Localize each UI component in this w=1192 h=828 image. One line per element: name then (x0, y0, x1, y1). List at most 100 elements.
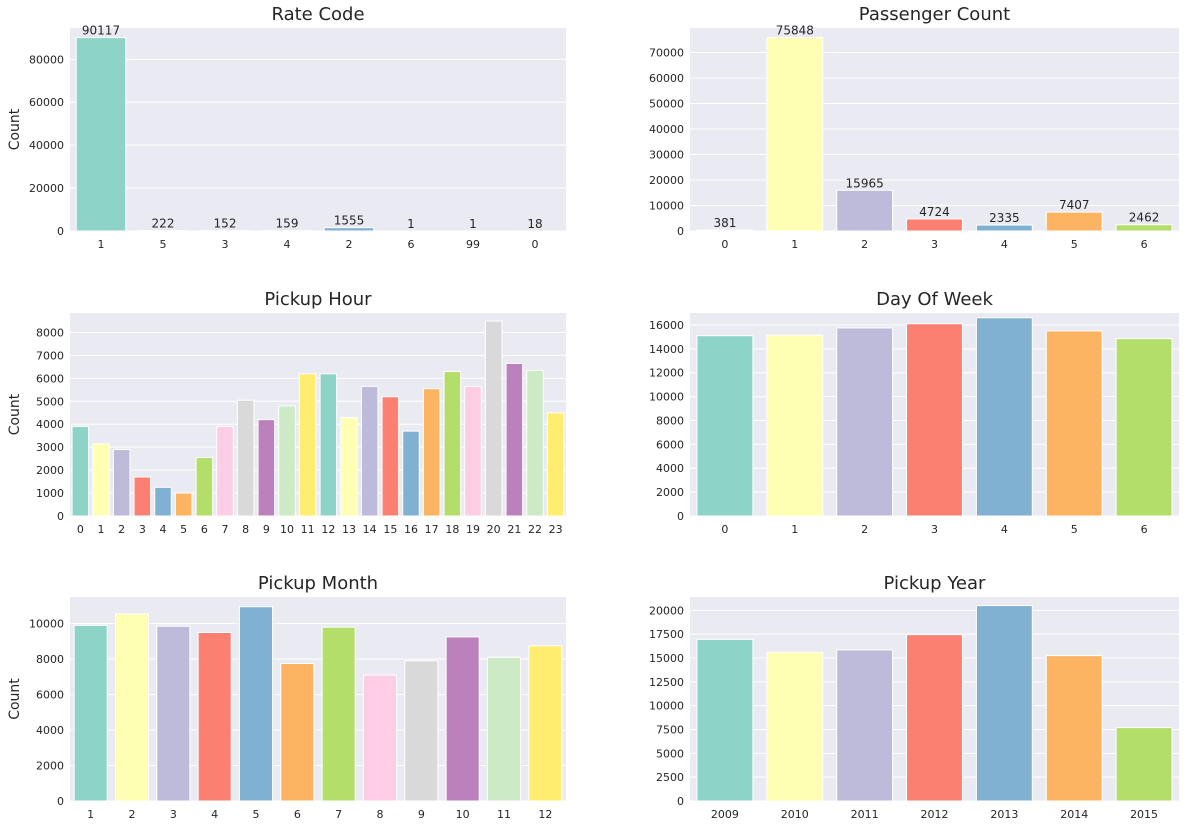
pickup-hour-bar (422, 388, 441, 517)
passenger-count-bar (975, 224, 1033, 232)
rate-code-ytick-label: 0 (57, 225, 64, 238)
chart-passenger-count: 0 10000 20000 30000 40000 50000 60000 70000 0 381… (649, 4, 1179, 251)
rate-code-title: Rate Code (271, 4, 364, 25)
pickup-month-bar (197, 631, 232, 802)
pickup-hour-xtick-label: 0 (77, 523, 84, 536)
pickup-hour-bar (278, 405, 296, 517)
pickup-hour-ylabel: Count (7, 393, 23, 435)
pickup-hour-bar (464, 385, 482, 517)
day-of-week-ytick-label: 2000 (656, 486, 684, 499)
pickup-month-ytick-label: 4000 (36, 724, 64, 737)
day-of-week-ytick-label: 16000 (649, 319, 684, 332)
rate-code-ytick-label: 40000 (29, 139, 64, 152)
pickup-month-bar (238, 606, 274, 802)
pickup-hour-bar (505, 362, 524, 517)
rate-code-data-label: 1 (407, 217, 415, 231)
pickup-hour-bar (236, 399, 255, 517)
day-of-week-bar (1115, 338, 1173, 517)
rate-code-data-label: 159 (276, 217, 299, 231)
day-of-week-xtick-label: 2 (861, 523, 868, 536)
pickup-year-ytick-label: 2500 (656, 771, 684, 784)
pickup-month-ytick-label: 0 (57, 795, 64, 808)
passenger-count-xtick-label: 4 (1001, 238, 1008, 251)
rate-code-xtick-label: 6 (408, 238, 415, 251)
pickup-month-bar (73, 624, 108, 802)
pickup-year-xtick-label: 2014 (1060, 808, 1088, 821)
pickup-hour-bar (112, 448, 131, 517)
day-of-week-xtick-label: 5 (1071, 523, 1078, 536)
pickup-hour-xtick-label: 12 (321, 523, 335, 536)
pickup-month-bar (445, 636, 480, 802)
chart-day-of-week: 0 2000 4000 6000 8000 10000 12000 14000 16000 0 1 2… (649, 289, 1179, 536)
passenger-count-bar (696, 229, 754, 232)
pickup-year-ytick-label: 17500 (649, 628, 684, 641)
pickup-month-bar (321, 626, 356, 802)
pickup-month-bar (486, 656, 522, 802)
pickup-hour-xtick-label: 9 (263, 523, 270, 536)
pickup-year-ytick-label: 10000 (649, 700, 684, 713)
passenger-count-data-label: 7407 (1059, 198, 1090, 212)
rate-code-ytick-label: 80000 (29, 53, 64, 66)
day-of-week-bar (696, 335, 754, 517)
passenger-count-data-label: 4724 (919, 205, 950, 219)
pickup-month-bar (156, 625, 191, 802)
pickup-month-xtick-label: 7 (335, 808, 342, 821)
pickup-year-bar (1115, 727, 1173, 802)
pickup-month-xtick-label: 1 (87, 808, 94, 821)
pickup-hour-xtick-label: 4 (160, 523, 167, 536)
rate-code-plot-area (70, 28, 566, 231)
pickup-hour-title: Pickup Hour (264, 289, 372, 310)
passenger-count-xtick-label: 6 (1141, 238, 1148, 251)
rate-code-xtick-label: 2 (346, 238, 353, 251)
pickup-month-xtick-label: 10 (456, 808, 470, 821)
pickup-year-xtick-label: 2015 (1130, 808, 1158, 821)
pickup-hour-ytick-label: 1000 (36, 487, 64, 500)
day-of-week-xtick-label: 6 (1141, 523, 1148, 536)
pickup-month-ytick-label: 6000 (36, 689, 64, 702)
pickup-year-ytick-label: 0 (677, 795, 684, 808)
day-of-week-bar (906, 323, 963, 517)
pickup-month-xtick-label: 6 (294, 808, 301, 821)
pickup-year-xtick-label: 2009 (711, 808, 739, 821)
pickup-year-bar (975, 605, 1033, 802)
pickup-month-xtick-label: 3 (170, 808, 177, 821)
passenger-count-ytick-label: 30000 (649, 148, 684, 161)
pickup-hour-xtick-label: 15 (383, 523, 397, 536)
day-of-week-ytick-label: 4000 (656, 462, 684, 475)
pickup-year-ytick-label: 5000 (656, 747, 684, 760)
rate-code-bar (323, 227, 375, 232)
pickup-hour-xtick-label: 11 (301, 523, 315, 536)
pickup-hour-bar (92, 443, 110, 517)
passenger-count-ytick-label: 40000 (649, 123, 684, 136)
pickup-hour-bar (484, 320, 503, 517)
pickup-hour-xtick-label: 20 (487, 523, 501, 536)
day-of-week-ytick-label: 14000 (649, 343, 684, 356)
day-of-week-bar (836, 327, 894, 517)
passenger-count-data-label: 2462 (1129, 211, 1160, 225)
passenger-count-xtick-label: 2 (861, 238, 868, 251)
pickup-month-ylabel: Count (7, 678, 23, 720)
pickup-month-bar (528, 645, 563, 802)
pickup-hour-ytick-label: 6000 (36, 372, 64, 385)
passenger-count-ytick-label: 50000 (649, 97, 684, 110)
rate-code-xtick-label: 3 (222, 238, 229, 251)
pickup-hour-bar (174, 492, 193, 517)
passenger-count-title: Passenger Count (859, 4, 1010, 25)
pickup-hour-bar (195, 457, 214, 517)
pickup-year-bar (836, 649, 894, 802)
pickup-hour-xtick-label: 7 (222, 523, 229, 536)
pickup-hour-xtick-label: 2 (118, 523, 125, 536)
pickup-hour-xtick-label: 10 (280, 523, 294, 536)
pickup-hour-bar (526, 369, 544, 517)
passenger-count-xtick-label: 3 (931, 238, 938, 251)
pickup-month-xtick-label: 2 (129, 808, 136, 821)
pickup-month-xtick-label: 5 (253, 808, 260, 821)
day-of-week-bar (1045, 330, 1103, 517)
pickup-year-ytick-label: 7500 (656, 724, 684, 737)
pickup-month-xtick-label: 8 (377, 808, 384, 821)
pickup-month-plot-area (70, 597, 566, 801)
pickup-hour-ytick-label: 3000 (36, 441, 64, 454)
passenger-count-bar (836, 189, 894, 232)
